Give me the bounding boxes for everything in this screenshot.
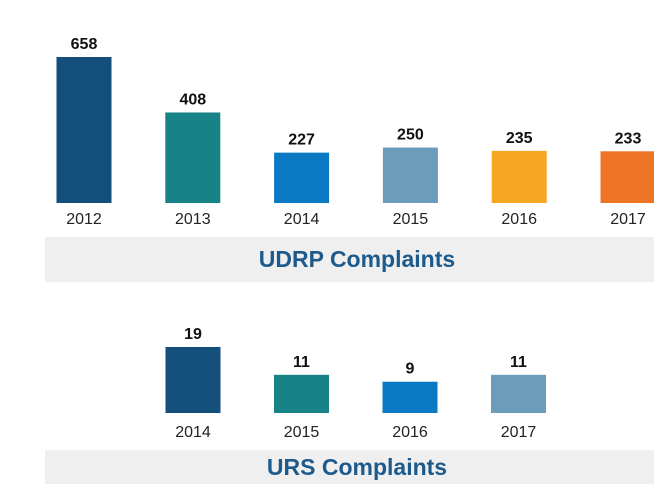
bar xyxy=(491,150,547,203)
bar xyxy=(56,57,112,203)
bar xyxy=(382,381,438,413)
value-label: 235 xyxy=(506,130,533,147)
chart-title: URS Complaints xyxy=(267,454,447,480)
category-label: 2013 xyxy=(175,211,211,228)
category-label: 2014 xyxy=(284,211,320,228)
bar xyxy=(165,347,221,413)
value-label: 11 xyxy=(293,354,310,371)
value-label: 227 xyxy=(288,132,315,149)
chart-title: UDRP Complaints xyxy=(259,246,455,272)
value-label: 9 xyxy=(406,361,415,378)
value-label: 250 xyxy=(397,127,424,144)
category-label: 2015 xyxy=(284,424,320,441)
category-label: 2016 xyxy=(501,211,537,228)
title-band xyxy=(45,450,654,484)
category-label: 2015 xyxy=(393,211,429,228)
category-label: 2016 xyxy=(392,424,428,441)
value-label: 658 xyxy=(71,36,98,53)
category-label: 2017 xyxy=(501,424,537,441)
bar xyxy=(274,374,329,413)
value-label: 233 xyxy=(615,130,642,147)
category-label: 2014 xyxy=(175,424,211,441)
title-band xyxy=(45,237,654,282)
category-label: 2017 xyxy=(610,211,646,228)
bar xyxy=(600,151,654,203)
bar xyxy=(382,147,438,203)
bar xyxy=(165,112,221,203)
bar xyxy=(491,374,546,413)
bar xyxy=(274,152,330,203)
value-label: 19 xyxy=(184,326,202,343)
value-label: 11 xyxy=(510,354,527,371)
value-label: 408 xyxy=(179,91,206,108)
category-label: 2012 xyxy=(66,211,102,228)
